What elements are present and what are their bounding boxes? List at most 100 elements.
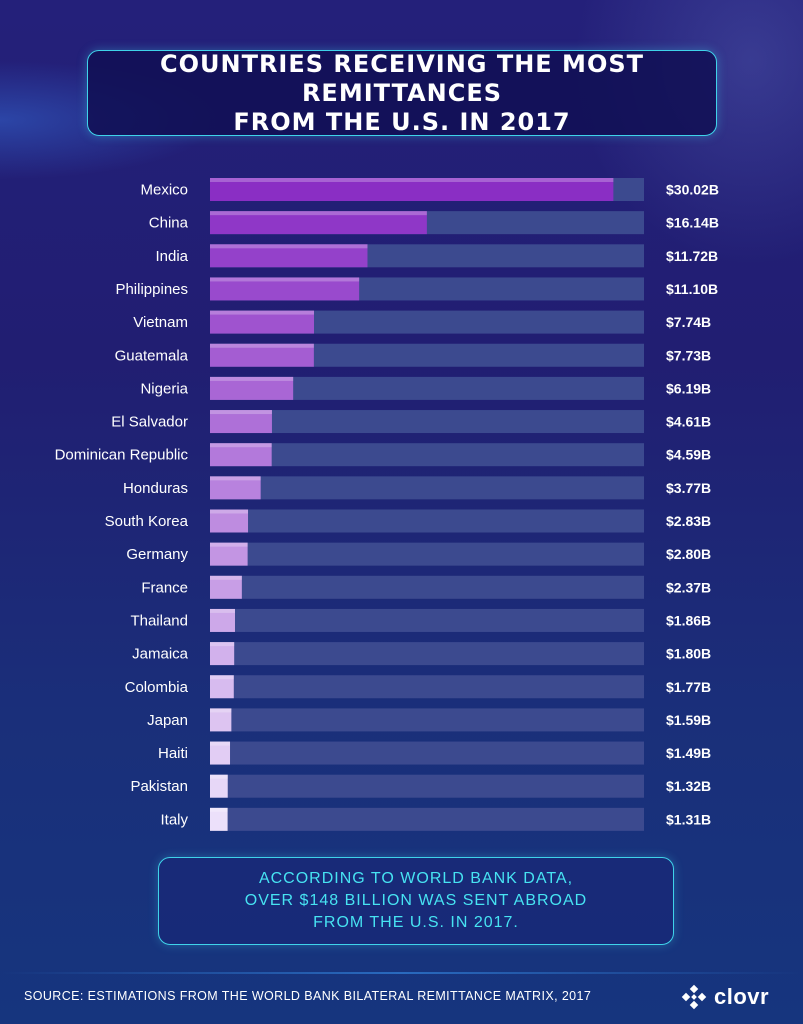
category-label: India (155, 248, 188, 265)
bar (210, 741, 231, 765)
bar-highlight (210, 310, 314, 315)
category-label: Germany (126, 546, 188, 563)
bar (210, 575, 242, 599)
bar (210, 178, 614, 201)
bar-highlight (210, 211, 427, 216)
bar-highlight (210, 476, 261, 481)
bar-highlight (210, 178, 614, 182)
value-label: $1.86B (666, 612, 711, 628)
value-label: $2.83B (666, 513, 711, 529)
bar-track (210, 410, 644, 434)
bar (210, 244, 368, 268)
clovr-logo: clovr (680, 983, 769, 1011)
bar-track (210, 675, 644, 699)
divider-line (0, 972, 803, 974)
category-label: China (149, 215, 189, 232)
bar-highlight (210, 509, 249, 514)
value-label: $7.73B (666, 347, 711, 363)
bar-highlight (210, 807, 228, 812)
bar-highlight (210, 443, 272, 448)
category-label: Philippines (115, 281, 188, 298)
bar-track (210, 443, 644, 467)
bar-highlight (210, 343, 314, 348)
bar (210, 376, 294, 400)
bar (210, 410, 272, 434)
value-label: $2.37B (666, 579, 711, 595)
value-label: $7.74B (666, 314, 711, 330)
bar-track (210, 774, 644, 798)
bar (210, 708, 232, 732)
category-label: Thailand (130, 612, 188, 629)
bar-track (210, 476, 644, 500)
value-label: $6.19B (666, 380, 711, 396)
bar-track (210, 575, 644, 599)
category-label: Japan (147, 712, 188, 729)
category-label: South Korea (105, 513, 189, 530)
category-label: Dominican Republic (55, 447, 189, 464)
value-label: $1.59B (666, 712, 711, 728)
bar (210, 211, 427, 235)
bar-highlight (210, 277, 360, 282)
category-label: Guatemala (115, 347, 189, 364)
bar-highlight (210, 608, 235, 613)
category-label: Jamaica (132, 646, 189, 663)
clovr-logo-icon (681, 984, 707, 1010)
bar-track (210, 542, 644, 566)
bar-highlight (210, 575, 242, 580)
value-label: $2.80B (666, 546, 711, 562)
note-text: ACCORDING TO WORLD BANK DATA, OVER $148 … (244, 870, 588, 931)
bar (210, 774, 228, 798)
source-text: SOURCE: ESTIMATIONS FROM THE WORLD BANK … (24, 989, 592, 1003)
category-label: Honduras (123, 480, 188, 497)
category-label: Pakistan (130, 778, 188, 795)
bar (210, 608, 235, 632)
value-label: $1.80B (666, 646, 711, 662)
bar (210, 443, 272, 467)
bar-highlight (210, 410, 272, 415)
category-label: Colombia (125, 679, 189, 696)
category-label: France (141, 579, 188, 596)
category-label: Haiti (158, 745, 188, 762)
category-label: Vietnam (133, 314, 188, 331)
bar-highlight (210, 642, 235, 647)
value-label: $16.14B (666, 215, 719, 231)
bar-highlight (210, 741, 231, 746)
value-label: $1.49B (666, 745, 711, 761)
bar-highlight (210, 675, 234, 680)
bar (210, 675, 234, 699)
chart-title: COUNTRIES RECEIVING THE MOST REMITTANCES… (159, 49, 644, 136)
bar-highlight (210, 708, 232, 713)
bar-highlight (210, 774, 228, 779)
bar (210, 310, 314, 334)
value-label: $4.61B (666, 414, 711, 430)
bar (210, 343, 314, 367)
category-label: Italy (160, 811, 188, 828)
bar (210, 277, 360, 301)
value-label: $11.10B (666, 281, 718, 297)
logo-text: clovr (714, 984, 770, 1009)
bar-track (210, 509, 644, 533)
title-box: COUNTRIES RECEIVING THE MOST REMITTANCES… (87, 50, 717, 136)
bar-track (210, 642, 644, 666)
bar (210, 542, 248, 566)
category-label: Nigeria (140, 380, 188, 397)
bar-track (210, 310, 644, 334)
bar-track (210, 376, 644, 400)
value-label: $4.59B (666, 447, 711, 463)
bar-chart: Mexico $30.02B China $16.14B India $11.72B Phi… (55, 178, 719, 831)
bar (210, 642, 235, 666)
bar-track (210, 807, 644, 831)
category-label: Mexico (140, 182, 188, 199)
bar-highlight (210, 244, 368, 249)
value-label: $11.72B (666, 248, 718, 264)
value-label: $1.77B (666, 679, 711, 695)
value-label: $1.32B (666, 778, 711, 794)
value-label: $3.77B (666, 480, 711, 496)
bar-track (210, 343, 644, 367)
bar (210, 807, 228, 831)
value-label: $30.02B (666, 182, 719, 198)
bar-track (210, 708, 644, 732)
bar-track (210, 741, 644, 765)
bar-highlight (210, 542, 248, 547)
bar-track (210, 608, 644, 632)
